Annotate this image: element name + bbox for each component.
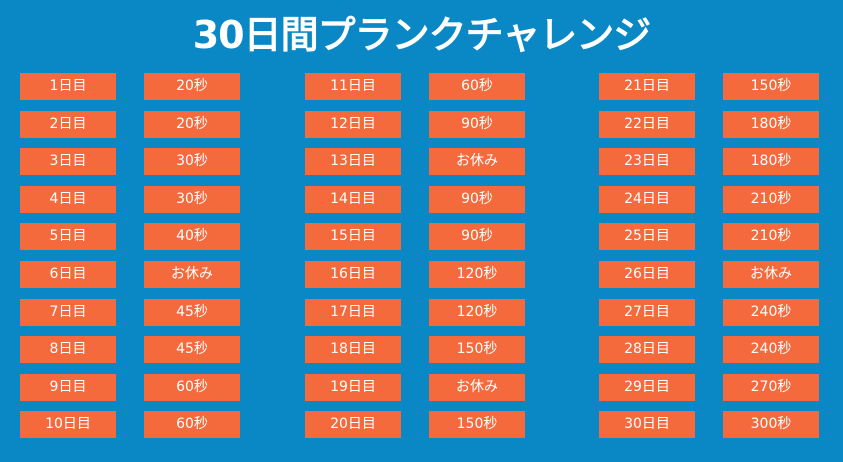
day-label: 13日目 <box>305 148 401 175</box>
day-label: 19日目 <box>305 374 401 401</box>
day-label: 6日目 <box>20 261 116 288</box>
duration-label: 150秒 <box>723 73 819 100</box>
day-label: 18日目 <box>305 336 401 363</box>
day-label: 2日目 <box>20 111 116 138</box>
day-label: 16日目 <box>305 261 401 288</box>
day-label: 10日目 <box>20 411 116 438</box>
duration-label: 240秒 <box>723 336 819 363</box>
day-label: 9日目 <box>20 374 116 401</box>
duration-label: 45秒 <box>144 336 240 363</box>
duration-label: お休み <box>429 148 525 175</box>
duration-label: 150秒 <box>429 411 525 438</box>
duration-label: 210秒 <box>723 186 819 213</box>
day-label: 4日目 <box>20 186 116 213</box>
page-title: 30日間プランクチャレンジ <box>192 13 652 57</box>
duration-label: 20秒 <box>144 111 240 138</box>
day-label: 1日目 <box>20 73 116 100</box>
duration-label: 90秒 <box>429 111 525 138</box>
duration-label: 180秒 <box>723 148 819 175</box>
duration-label: 40秒 <box>144 223 240 250</box>
duration-label: 240秒 <box>723 299 819 326</box>
duration-label: お休み <box>723 261 819 288</box>
day-label: 5日目 <box>20 223 116 250</box>
duration-label: 180秒 <box>723 111 819 138</box>
day-label: 20日目 <box>305 411 401 438</box>
duration-label: 60秒 <box>144 374 240 401</box>
day-label: 22日目 <box>599 111 695 138</box>
day-label: 26日目 <box>599 261 695 288</box>
day-label: 17日目 <box>305 299 401 326</box>
day-label: 30日目 <box>599 411 695 438</box>
day-label: 8日目 <box>20 336 116 363</box>
day-label: 25日目 <box>599 223 695 250</box>
duration-label: 30秒 <box>144 148 240 175</box>
duration-label: 60秒 <box>429 73 525 100</box>
duration-label: 120秒 <box>429 299 525 326</box>
duration-label: 90秒 <box>429 223 525 250</box>
day-label: 12日目 <box>305 111 401 138</box>
duration-label: 90秒 <box>429 186 525 213</box>
duration-label: 210秒 <box>723 223 819 250</box>
duration-label: 45秒 <box>144 299 240 326</box>
duration-label: 30秒 <box>144 186 240 213</box>
day-label: 28日目 <box>599 336 695 363</box>
day-label: 11日目 <box>305 73 401 100</box>
duration-label: お休み <box>429 374 525 401</box>
duration-label: 300秒 <box>723 411 819 438</box>
duration-label: 120秒 <box>429 261 525 288</box>
duration-label: 150秒 <box>429 336 525 363</box>
duration-label: 270秒 <box>723 374 819 401</box>
duration-label: 60秒 <box>144 411 240 438</box>
day-label: 14日目 <box>305 186 401 213</box>
day-label: 21日目 <box>599 73 695 100</box>
day-label: 15日目 <box>305 223 401 250</box>
duration-label: 20秒 <box>144 73 240 100</box>
duration-label: お休み <box>144 261 240 288</box>
day-label: 7日目 <box>20 299 116 326</box>
day-label: 29日目 <box>599 374 695 401</box>
day-label: 27日目 <box>599 299 695 326</box>
day-label: 3日目 <box>20 148 116 175</box>
day-label: 23日目 <box>599 148 695 175</box>
day-label: 24日目 <box>599 186 695 213</box>
